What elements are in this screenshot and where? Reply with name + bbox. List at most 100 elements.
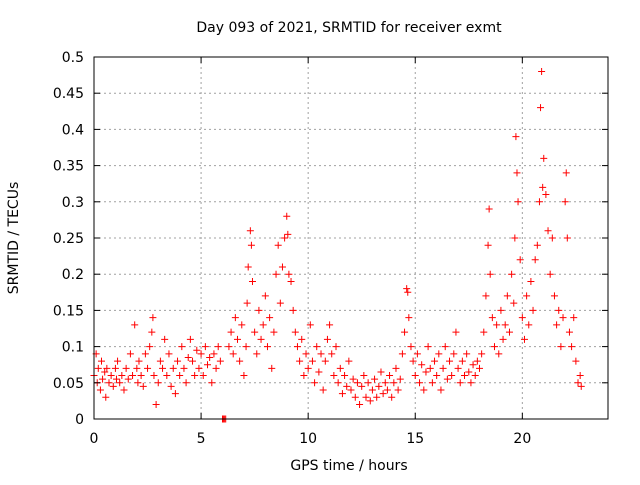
- data-point: [330, 372, 338, 380]
- data-point: [206, 353, 214, 361]
- data-point: [129, 372, 137, 380]
- data-point: [565, 328, 573, 336]
- data-point: [317, 350, 325, 358]
- data-point: [463, 350, 471, 358]
- data-point: [360, 372, 368, 380]
- data-point: [405, 314, 413, 322]
- data-point: [435, 350, 443, 358]
- data-point: [246, 227, 254, 235]
- x-axis-label: GPS time / hours: [290, 458, 407, 474]
- data-point: [182, 379, 190, 387]
- data-point: [480, 328, 488, 336]
- data-point: [539, 183, 547, 191]
- data-point: [214, 343, 222, 351]
- y-tick-label: 0.2: [62, 267, 84, 283]
- data-point: [131, 321, 139, 329]
- data-point: [516, 256, 524, 264]
- data-point: [501, 321, 509, 329]
- data-point: [439, 364, 447, 372]
- data-point: [313, 343, 321, 351]
- data-point: [238, 321, 246, 329]
- x-tick-label: 20: [513, 431, 531, 447]
- chart-title: Day 093 of 2021, SRMTID for receiver exm…: [196, 20, 502, 36]
- data-point: [137, 372, 145, 380]
- y-axis-label: SRMTID / TECUs: [6, 182, 22, 295]
- data-point: [150, 372, 158, 380]
- data-point: [465, 368, 473, 376]
- data-point: [386, 372, 394, 380]
- data-point: [102, 393, 110, 401]
- data-point: [107, 372, 115, 380]
- data-point: [253, 350, 261, 358]
- data-point: [490, 343, 498, 351]
- data-point: [167, 382, 175, 390]
- data-point: [364, 379, 372, 387]
- data-point: [154, 379, 162, 387]
- data-point: [261, 292, 269, 300]
- data-point: [394, 386, 402, 394]
- data-point: [441, 343, 449, 351]
- data-point: [195, 364, 203, 372]
- data-point: [298, 335, 306, 343]
- data-point: [272, 270, 280, 278]
- data-point: [351, 393, 359, 401]
- data-point: [401, 328, 409, 336]
- data-point: [407, 343, 415, 351]
- data-point: [276, 299, 284, 307]
- data-point: [398, 350, 406, 358]
- data-point: [163, 372, 171, 380]
- data-point: [511, 234, 519, 242]
- data-point: [422, 368, 430, 376]
- data-point: [514, 198, 522, 206]
- data-point: [574, 379, 582, 387]
- data-point: [379, 390, 387, 398]
- data-point: [362, 393, 370, 401]
- data-point: [450, 350, 458, 358]
- axis-ticks: 0 0.05 0.1 0.15 0.2 0.25 0.3 0.35 0.4 0.45 0.5 0 5 10…: [53, 50, 608, 447]
- data-point: [572, 357, 580, 365]
- data-point: [293, 343, 301, 351]
- data-point: [381, 379, 389, 387]
- data-point: [197, 350, 205, 358]
- data-point: [109, 382, 117, 390]
- data-point: [527, 277, 535, 285]
- data-point: [377, 368, 385, 376]
- data-point: [306, 321, 314, 329]
- data-point: [112, 375, 120, 383]
- data-point: [281, 234, 289, 242]
- data-point: [321, 357, 329, 365]
- data-point: [287, 277, 295, 285]
- data-point: [392, 364, 400, 372]
- data-point: [323, 335, 331, 343]
- data-point: [562, 169, 570, 177]
- y-tick-label: 0.15: [53, 303, 84, 319]
- data-point: [247, 241, 255, 249]
- data-point: [255, 306, 263, 314]
- y-tick-label: 0.3: [62, 195, 84, 211]
- data-point: [510, 299, 518, 307]
- data-point: [485, 205, 493, 213]
- data-point: [114, 357, 122, 365]
- data-point: [345, 357, 353, 365]
- data-point: [347, 386, 355, 394]
- data-point: [456, 379, 464, 387]
- data-point: [518, 314, 526, 322]
- data-point: [448, 372, 456, 380]
- data-point: [289, 306, 297, 314]
- data-point: [508, 270, 516, 278]
- data-point: [244, 263, 252, 271]
- data-point: [416, 379, 424, 387]
- data-point: [270, 328, 278, 336]
- data-point: [553, 321, 561, 329]
- data-points: [90, 67, 585, 423]
- data-point: [525, 321, 533, 329]
- data-point: [229, 350, 237, 358]
- data-point: [134, 379, 142, 387]
- data-point: [189, 357, 197, 365]
- data-point: [274, 241, 282, 249]
- data-point: [225, 343, 233, 351]
- data-point: [101, 368, 109, 376]
- data-point: [268, 364, 276, 372]
- data-point: [118, 372, 126, 380]
